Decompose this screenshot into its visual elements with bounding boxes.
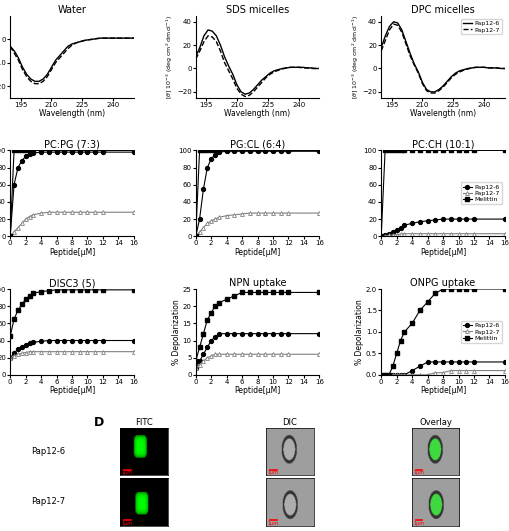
Legend: Pap12-6, Pap12-7: Pap12-6, Pap12-7 [460, 19, 501, 35]
Title: PC:CH (10:1): PC:CH (10:1) [411, 140, 473, 150]
Y-axis label: % Depolarization: % Depolarization [355, 299, 364, 365]
Text: 1μm: 1μm [122, 470, 133, 475]
X-axis label: Peptide[μM]: Peptide[μM] [234, 387, 280, 396]
X-axis label: Peptide[μM]: Peptide[μM] [419, 387, 465, 396]
Text: Pap12-6: Pap12-6 [31, 447, 65, 456]
Y-axis label: % Depolarization: % Depolarization [172, 299, 181, 365]
Title: DISC3 (5): DISC3 (5) [49, 278, 95, 288]
Legend: Pap12-6, Pap12-7, Melittin: Pap12-6, Pap12-7, Melittin [460, 321, 501, 343]
Text: 1μm: 1μm [413, 520, 423, 526]
Title: NPN uptake: NPN uptake [229, 278, 286, 288]
Text: 1μm: 1μm [413, 470, 423, 475]
Text: 1μm: 1μm [267, 470, 278, 475]
Y-axis label: [$\theta$] 10$^{-3}$ (deg cm$^2$ dmol$^{-1}$): [$\theta$] 10$^{-3}$ (deg cm$^2$ dmol$^{… [350, 15, 360, 99]
X-axis label: Wavelength (nm): Wavelength (nm) [409, 109, 475, 118]
Title: PG:CL (6:4): PG:CL (6:4) [230, 140, 285, 150]
Title: ONPG uptake: ONPG uptake [410, 278, 475, 288]
Title: PC:PG (7:3): PC:PG (7:3) [44, 140, 100, 150]
Title: Overlay: Overlay [418, 418, 451, 427]
Text: 1μm: 1μm [267, 520, 278, 526]
X-axis label: Peptide[μM]: Peptide[μM] [49, 248, 95, 257]
Title: SDS micelles: SDS micelles [225, 5, 289, 15]
Title: DIC: DIC [281, 418, 297, 427]
X-axis label: Peptide[μM]: Peptide[μM] [49, 387, 95, 396]
X-axis label: Wavelength (nm): Wavelength (nm) [224, 109, 290, 118]
Title: DPC micelles: DPC micelles [410, 5, 474, 15]
Y-axis label: [$\theta$] 10$^{-3}$ (deg cm$^2$ dmol$^{-1}$): [$\theta$] 10$^{-3}$ (deg cm$^2$ dmol$^{… [165, 15, 175, 99]
Title: FITC: FITC [135, 418, 153, 427]
X-axis label: Wavelength (nm): Wavelength (nm) [39, 109, 105, 118]
Text: Pap12-7: Pap12-7 [31, 497, 65, 506]
Title: Water: Water [58, 5, 87, 15]
Text: D: D [94, 416, 104, 429]
X-axis label: Peptide[μM]: Peptide[μM] [234, 248, 280, 257]
Text: 1μm: 1μm [122, 520, 133, 526]
Legend: Pap12-6, Pap12-7, Melittin: Pap12-6, Pap12-7, Melittin [460, 183, 501, 204]
X-axis label: Peptide[μM]: Peptide[μM] [419, 248, 465, 257]
